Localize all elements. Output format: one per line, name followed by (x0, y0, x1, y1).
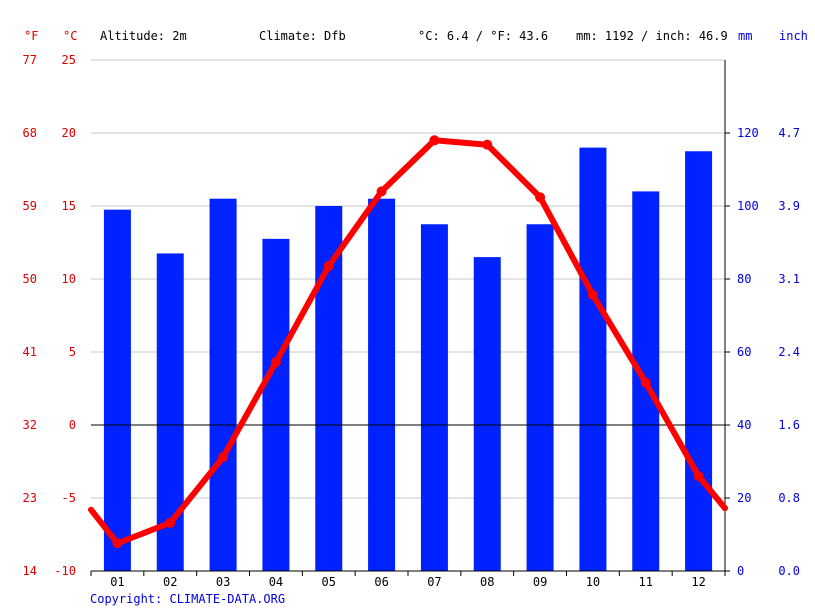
y-right-mm-tick-label: 100 (737, 199, 759, 213)
unit-celsius-label: °C (63, 29, 77, 43)
axes (90, 60, 730, 576)
x-month-tick-label: 06 (374, 575, 388, 589)
temperature-average-label: °C: 6.4 / °F: 43.6 (418, 29, 548, 43)
x-month-tick-label: 02 (163, 575, 177, 589)
precipitation-bars (103, 147, 713, 571)
y-left-fahrenheit-tick-label: 14 (23, 564, 37, 578)
temperature-point (693, 471, 704, 482)
unit-fahrenheit-label: °F (24, 29, 38, 43)
y-right-inch-tick-label: 3.1 (778, 272, 800, 286)
x-month-tick-label: 04 (269, 575, 283, 589)
y-left-celsius-tick-label: 10 (62, 272, 76, 286)
y-left-fahrenheit-tick-label: 23 (23, 491, 37, 505)
temperature-line (88, 135, 728, 549)
precipitation-bar (473, 257, 501, 571)
y-right-mm-tick-label: 40 (737, 418, 751, 432)
temperature-point (112, 538, 123, 549)
precipitation-total-label: mm: 1192 / inch: 46.9 (576, 29, 728, 43)
y-right-mm-tick-label: 120 (737, 126, 759, 140)
precipitation-bar (368, 198, 396, 571)
y-right-inch-tick-label: 0.8 (778, 491, 800, 505)
unit-mm-label: mm (738, 29, 752, 43)
altitude-label: Altitude: 2m (100, 29, 187, 43)
precipitation-bar (315, 206, 343, 571)
x-month-tick-label: 07 (427, 575, 441, 589)
temperature-point (587, 290, 598, 301)
temperature-point (535, 192, 546, 203)
y-left-celsius-tick-label: 25 (62, 53, 76, 67)
precipitation-bar (209, 198, 237, 571)
precipitation-bar (579, 147, 607, 571)
y-right-inch-tick-label: 0.0 (778, 564, 800, 578)
temperature-point (218, 452, 229, 463)
y-left-celsius-tick-label: -10 (54, 564, 76, 578)
y-right-mm-tick-label: 60 (737, 345, 751, 359)
y-left-fahrenheit-tick-label: 32 (23, 418, 37, 432)
y-left-fahrenheit-tick-label: 77 (23, 53, 37, 67)
temperature-point (429, 135, 440, 146)
y-left-celsius-tick-label: 15 (62, 199, 76, 213)
x-month-tick-label: 09 (533, 575, 547, 589)
temperature-point (270, 357, 281, 368)
temperature-point (165, 517, 176, 528)
temperature-point (323, 260, 334, 271)
climate-label: Climate: Dfb (259, 29, 346, 43)
temperature-point (482, 139, 493, 150)
y-left-fahrenheit-tick-label: 59 (23, 199, 37, 213)
y-left-celsius-tick-label: 5 (69, 345, 76, 359)
temperature-point (376, 186, 387, 197)
y-left-celsius-tick-label: -5 (62, 491, 76, 505)
precipitation-bar (262, 238, 290, 571)
y-right-mm-tick-label: 0 (737, 564, 744, 578)
precipitation-bar (103, 209, 131, 571)
y-right-inch-tick-label: 4.7 (778, 126, 800, 140)
x-month-tick-label: 12 (691, 575, 705, 589)
temperature-point (640, 377, 651, 388)
x-month-tick-label: 10 (586, 575, 600, 589)
x-month-tick-label: 08 (480, 575, 494, 589)
copyright-text: Copyright: CLIMATE-DATA.ORG (90, 592, 285, 606)
y-left-celsius-tick-label: 20 (62, 126, 76, 140)
grid-lines (91, 59, 725, 499)
unit-inch-label: inch (779, 29, 808, 43)
y-right-inch-tick-label: 1.6 (778, 418, 800, 432)
y-right-inch-tick-label: 2.4 (778, 345, 800, 359)
y-right-mm-tick-label: 80 (737, 272, 751, 286)
precipitation-bar (420, 224, 448, 571)
x-month-tick-label: 11 (639, 575, 653, 589)
precipitation-bar (526, 224, 554, 571)
y-left-fahrenheit-tick-label: 41 (23, 345, 37, 359)
precipitation-bar (685, 151, 713, 571)
y-left-fahrenheit-tick-label: 68 (23, 126, 37, 140)
x-month-tick-label: 03 (216, 575, 230, 589)
y-right-inch-tick-label: 3.9 (778, 199, 800, 213)
y-left-fahrenheit-tick-label: 50 (23, 272, 37, 286)
y-right-mm-tick-label: 20 (737, 491, 751, 505)
x-month-tick-label: 01 (110, 575, 124, 589)
x-month-tick-label: 05 (322, 575, 336, 589)
temperature-line-path (88, 137, 728, 547)
y-left-celsius-tick-label: 0 (69, 418, 76, 432)
